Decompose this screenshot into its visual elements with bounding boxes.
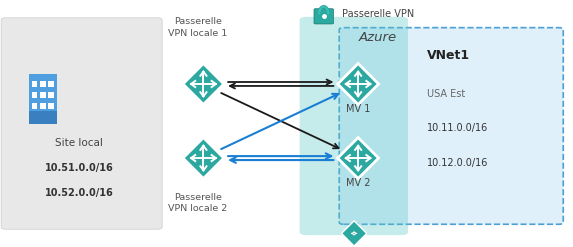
Polygon shape bbox=[342, 221, 367, 246]
FancyBboxPatch shape bbox=[32, 103, 37, 109]
Text: 10.51.0.0/16: 10.51.0.0/16 bbox=[45, 163, 113, 173]
Text: Passerelle
VPN locale 1: Passerelle VPN locale 1 bbox=[168, 17, 227, 38]
FancyBboxPatch shape bbox=[32, 92, 37, 98]
FancyBboxPatch shape bbox=[300, 17, 408, 235]
FancyBboxPatch shape bbox=[49, 103, 54, 109]
Text: MV 1: MV 1 bbox=[346, 104, 370, 114]
Polygon shape bbox=[183, 138, 224, 179]
Text: MV 2: MV 2 bbox=[346, 178, 370, 188]
Text: Site local: Site local bbox=[55, 138, 103, 148]
Text: Passerelle VPN: Passerelle VPN bbox=[342, 9, 414, 19]
FancyBboxPatch shape bbox=[40, 103, 46, 109]
FancyBboxPatch shape bbox=[49, 81, 54, 87]
FancyBboxPatch shape bbox=[29, 111, 57, 124]
FancyBboxPatch shape bbox=[1, 18, 162, 229]
Text: USA Est: USA Est bbox=[427, 89, 465, 99]
Text: 10.12.0.0/16: 10.12.0.0/16 bbox=[427, 158, 488, 168]
Text: Passerelle
VPN locale 2: Passerelle VPN locale 2 bbox=[168, 193, 227, 213]
FancyBboxPatch shape bbox=[29, 74, 57, 124]
Text: 10.52.0.0/16: 10.52.0.0/16 bbox=[45, 188, 113, 198]
Text: Azure: Azure bbox=[359, 31, 397, 44]
FancyBboxPatch shape bbox=[339, 28, 563, 224]
Polygon shape bbox=[337, 63, 379, 104]
FancyBboxPatch shape bbox=[49, 92, 54, 98]
Polygon shape bbox=[183, 63, 224, 104]
FancyBboxPatch shape bbox=[32, 81, 37, 87]
Polygon shape bbox=[337, 138, 379, 179]
FancyBboxPatch shape bbox=[40, 81, 46, 87]
FancyBboxPatch shape bbox=[40, 92, 46, 98]
FancyBboxPatch shape bbox=[314, 9, 333, 24]
Text: 10.11.0.0/16: 10.11.0.0/16 bbox=[427, 124, 488, 133]
Text: VNet1: VNet1 bbox=[427, 49, 470, 62]
